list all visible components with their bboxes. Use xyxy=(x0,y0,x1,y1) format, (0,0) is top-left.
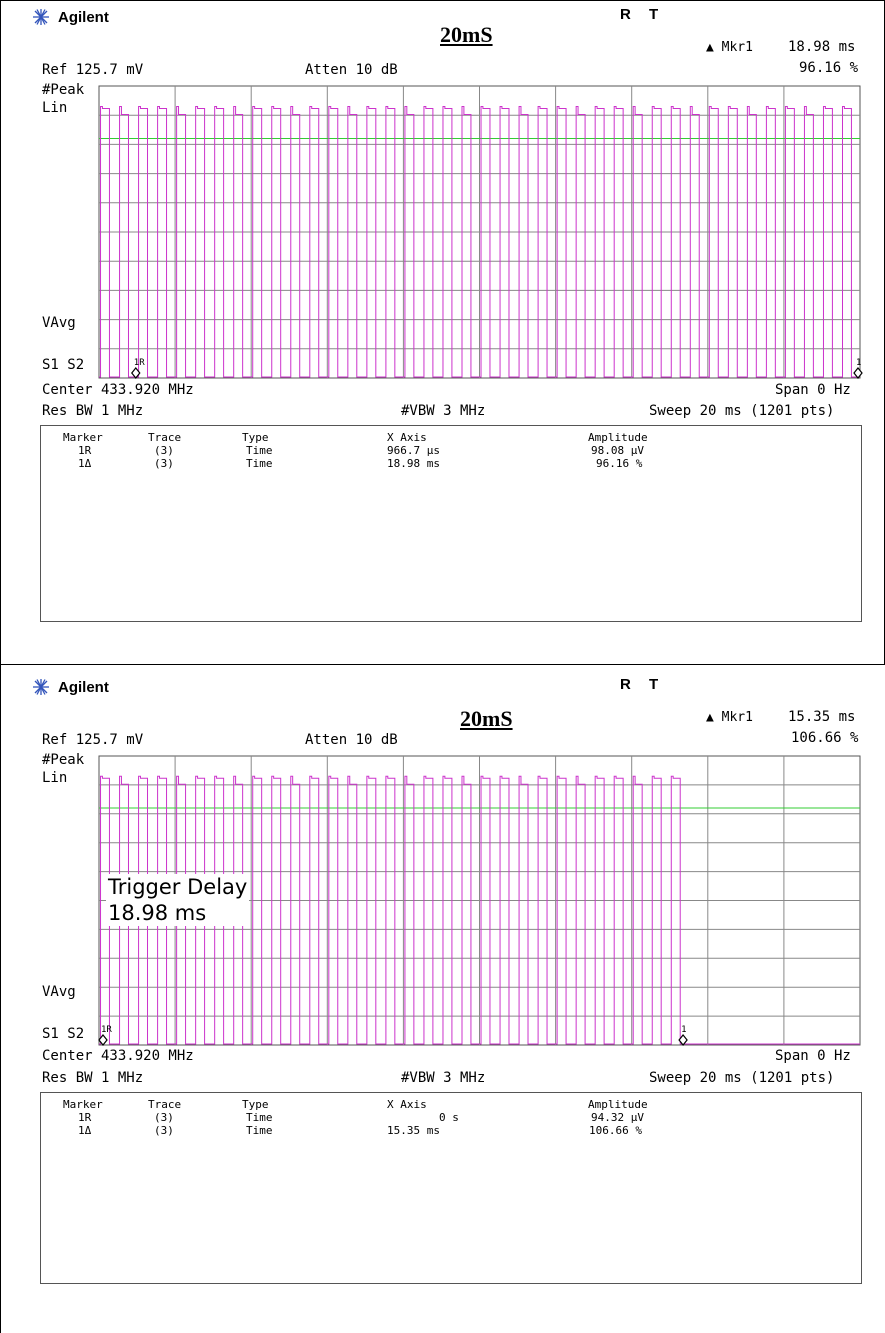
average-type: VAvg xyxy=(42,315,76,331)
sweep-setting: Sweep 20 ms (1201 pts) xyxy=(649,403,835,419)
analyzer-panel-2: Agilent R T 20mS ▲ Mkr1 15.35 ms 106.66 … xyxy=(0,664,885,1333)
row2-x: 15.35 ms xyxy=(387,1124,440,1137)
attenuation: Atten 10 dB xyxy=(305,62,398,78)
row2-x: 18.98 ms xyxy=(387,457,440,470)
col-header-marker: Marker xyxy=(63,431,103,444)
s1-s2-label: S1 S2 xyxy=(42,357,85,373)
marker-table: Marker Trace Type X Axis Amplitude 1R (3… xyxy=(40,1092,862,1284)
row1-x: 0 s xyxy=(439,1111,459,1124)
sweep-time-heading: 20mS xyxy=(460,706,513,731)
scale-type: Lin xyxy=(42,770,68,786)
marker-label-1R: 1R xyxy=(134,358,145,368)
row2-marker: 1Δ xyxy=(78,457,92,470)
row2-marker: 1Δ xyxy=(78,1124,92,1137)
row2-trace: (3) xyxy=(154,1124,174,1137)
ref-level: Ref 125.7 mV xyxy=(42,62,144,78)
col-header-type: Type xyxy=(242,1098,269,1111)
marker-table: Marker Trace Type X Axis Amplitude 1R (3… xyxy=(40,425,862,622)
trigger-delay-text: Trigger Delay 18.98 ms xyxy=(106,874,250,926)
marker-diamond-1d xyxy=(853,367,863,379)
row1-trace: (3) xyxy=(154,444,174,457)
sweep-setting: Sweep 20 ms (1201 pts) xyxy=(649,1070,835,1086)
status-r: R xyxy=(620,6,631,23)
trace-plot: 1R 1 xyxy=(98,85,863,379)
video-bandwidth: #VBW 3 MHz xyxy=(401,1070,486,1086)
status-t: T xyxy=(649,676,659,693)
signal-trace xyxy=(99,775,860,1045)
row1-marker: 1R xyxy=(78,444,92,457)
status-r: R xyxy=(620,676,631,693)
center-frequency: Center 433.920 MHz xyxy=(42,1048,194,1064)
marker-label-1d: 1 xyxy=(856,358,861,368)
analyzer-panel-1: Agilent R T 20mS ▲ Mkr1 18.98 ms 96.16 %… xyxy=(0,0,885,664)
brand-name: Agilent xyxy=(58,8,109,26)
col-header-marker: Marker xyxy=(63,1098,103,1111)
resolution-bandwidth: Res BW 1 MHz xyxy=(42,403,144,419)
marker-readout-ratio: 106.66 % xyxy=(791,730,859,746)
sweep-time-heading: 20mS xyxy=(440,22,493,47)
marker-diamond-1R xyxy=(98,1034,108,1046)
row2-type: Time xyxy=(246,1124,273,1137)
row1-amplitude: 94.32 µV xyxy=(591,1111,644,1124)
span: Span 0 Hz xyxy=(775,382,851,398)
row2-amplitude: 96.16 % xyxy=(596,457,643,470)
trigger-delay-label: Trigger Delay xyxy=(108,875,248,899)
row1-x: 966.7 µs xyxy=(387,444,440,457)
average-type: VAvg xyxy=(42,984,76,1000)
col-header-type: Type xyxy=(242,431,269,444)
ref-level: Ref 125.7 mV xyxy=(42,732,144,748)
scale-type: Lin xyxy=(42,100,68,116)
col-header-x-axis: X Axis xyxy=(387,1098,427,1111)
agilent-starburst-icon xyxy=(33,679,49,695)
detector-mode: #Peak xyxy=(42,752,85,768)
row1-type: Time xyxy=(246,444,273,457)
col-header-trace: Trace xyxy=(148,1098,182,1111)
marker-readout-label: ▲ Mkr1 xyxy=(706,710,753,725)
marker-readout-time: 15.35 ms xyxy=(788,709,856,725)
status-t: T xyxy=(649,6,659,23)
video-bandwidth: #VBW 3 MHz xyxy=(401,403,486,419)
trigger-delay-value: 18.98 ms xyxy=(108,901,207,925)
marker-readout-ratio: 96.16 % xyxy=(799,60,859,76)
signal-trace xyxy=(99,105,860,378)
marker-label-1d: 1 xyxy=(681,1025,686,1035)
row1-marker: 1R xyxy=(78,1111,92,1124)
row1-trace: (3) xyxy=(154,1111,174,1124)
attenuation: Atten 10 dB xyxy=(305,732,398,748)
col-header-amplitude: Amplitude xyxy=(588,1098,648,1111)
resolution-bandwidth: Res BW 1 MHz xyxy=(42,1070,144,1086)
agilent-logo: Agilent xyxy=(32,678,109,696)
row1-amplitude: 98.08 µV xyxy=(591,444,644,457)
detector-mode: #Peak xyxy=(42,82,85,98)
marker-readout-label: ▲ Mkr1 xyxy=(706,40,753,55)
col-header-amplitude: Amplitude xyxy=(588,431,648,444)
col-header-trace: Trace xyxy=(148,431,182,444)
brand-name: Agilent xyxy=(58,678,109,696)
agilent-logo: Agilent xyxy=(32,8,109,26)
s1-s2-label: S1 S2 xyxy=(42,1026,85,1042)
col-header-x-axis: X Axis xyxy=(387,431,427,444)
marker-label-1R: 1R xyxy=(101,1025,112,1035)
marker-diamond-1d xyxy=(678,1034,688,1046)
agilent-starburst-icon xyxy=(33,9,49,25)
marker-diamond-1R xyxy=(131,367,141,379)
marker-readout-time: 18.98 ms xyxy=(788,39,856,55)
row2-amplitude: 106.66 % xyxy=(589,1124,642,1137)
row2-type: Time xyxy=(246,457,273,470)
row2-trace: (3) xyxy=(154,457,174,470)
span: Span 0 Hz xyxy=(775,1048,851,1064)
row1-type: Time xyxy=(246,1111,273,1124)
center-frequency: Center 433.920 MHz xyxy=(42,382,194,398)
